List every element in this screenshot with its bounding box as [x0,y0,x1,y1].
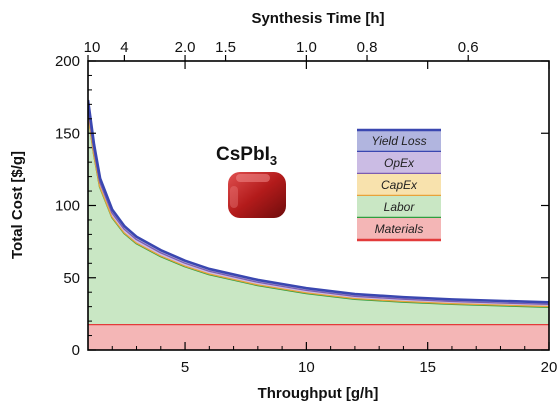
top-tick-label: 0.8 [357,39,378,56]
compound-formula: CsPbI [216,144,270,165]
legend-swatch-opex [357,152,441,174]
top-axis-title: Synthesis Time [h] [251,10,384,27]
legend-label-capex: CapEx [381,178,418,192]
compound-label: CsPbI3 [216,144,277,168]
y-tick-label: 0 [72,342,80,359]
x-tick-label: 10 [298,359,315,376]
x-tick-label: 20 [541,359,558,376]
top-tick-label: 1.0 [296,39,317,56]
legend-label-materials: Materials [375,222,424,236]
svg-text:CsPbI3: CsPbI3 [216,144,277,168]
legend-swatch-capex [357,174,441,196]
top-tick-label: 2.0 [175,39,196,56]
line-yield-loss [88,99,549,304]
top-tick-label: 4 [120,39,128,56]
crystal-cube-image [228,172,286,218]
stacked-areas [88,99,549,350]
x-tick-label: 5 [181,359,189,376]
area-materials [88,323,549,350]
legend-swatch-materials [357,218,441,240]
legend: Yield Loss OpEx CapEx Labor Materials [357,128,441,242]
y-tick-label: 200 [55,53,80,70]
y-tick-label: 100 [55,198,80,215]
y-tick-label: 150 [55,125,80,142]
legend-label-labor: Labor [384,200,416,214]
compound-subscript: 3 [270,153,277,168]
x-axis-title: Throughput [g/h] [258,385,379,402]
top-tick-label: 10 [84,39,101,56]
y-axis-title: Total Cost [$/g] [9,151,26,259]
x-tick-label: 15 [419,359,436,376]
plot-frame [87,60,550,351]
legend-swatch-labor [357,196,441,218]
legend-label-opex: OpEx [384,156,415,170]
legend-swatch-yield-loss [357,130,441,152]
top-tick-label: 1.5 [215,39,236,56]
y-tick-label: 50 [63,270,80,287]
area-labor [88,110,549,324]
top-tick-label: 0.6 [458,39,479,56]
legend-label-yield-loss: Yield Loss [371,134,426,148]
